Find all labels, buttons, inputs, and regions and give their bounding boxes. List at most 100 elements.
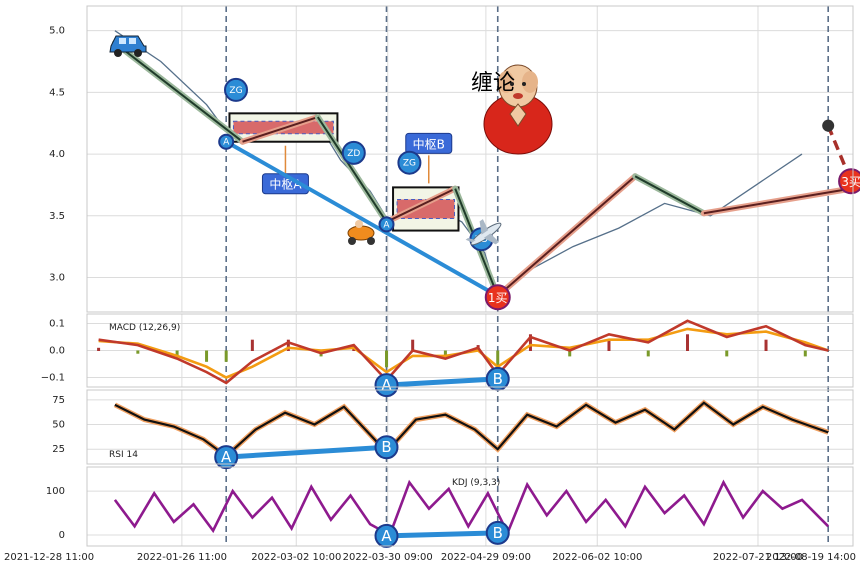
rsi-legend: RSI 14 [109,450,138,460]
x-tick-label: 2022-06-02 10:00 [552,552,642,563]
stroke-segment [316,116,388,223]
point-marker [341,140,366,165]
macd-histogram-bar [764,339,768,351]
stroke-segment [386,187,456,223]
kdj-legend: KDJ (9,3,3) [452,478,500,488]
y-tick-label: 0.0 [49,346,65,357]
divergence-line [386,530,498,539]
divergence-label: A [381,376,392,394]
macd-histogram-bar [496,350,500,368]
macd-histogram-bar [224,350,228,362]
axis-layer: 5.0 4.5 4.0 3.5 3.0 0.1 0.0 −0.1 75 50 25 100 0 2021-… [4,26,856,563]
divergence-label: B [493,370,503,388]
car-icon [109,35,147,57]
panel-frame-price [86,5,854,313]
macd-histogram-bar [826,350,830,351]
macd-legend: MACD (12,26,9) [109,323,180,333]
stroke-segment [242,116,319,143]
x-tick-label: 2022-07-21 13:00 [713,552,803,563]
divergence-label: B [493,524,503,542]
stroke-segment [703,187,852,215]
y-tick-label: 0 [59,530,65,541]
center-label-badge [405,132,453,154]
divergence-label: A [381,527,392,545]
y-tick-label: 100 [46,486,65,497]
divergence-line [386,376,498,388]
macd-histogram-bar [136,350,140,354]
panel-frame-macd [86,313,854,388]
point-label: A [223,138,230,148]
macd-histogram-bar [528,334,532,351]
frame-layer [86,5,854,547]
y-tick-label: 75 [52,395,65,406]
point-label: A [383,220,390,230]
y-tick-label: 3.5 [49,211,65,222]
divergence-marker [485,520,510,545]
stroke-segment [114,42,244,143]
macd-histogram-bar [385,350,389,368]
point-label: 1买 [488,291,508,305]
x-tick-label: 2022-04-29 09:00 [441,552,531,563]
point-marker [484,284,511,311]
y-tick-label: 3.0 [49,272,65,283]
point-marker [838,168,860,195]
stroke-segment [634,175,705,215]
x-tick-label: 2021-12-28 11:00 [4,552,94,563]
divergence-marker [374,435,399,460]
x-tick-label: 2022-03-02 10:00 [251,552,341,563]
center-band [396,198,455,219]
y-tick-label: 50 [52,420,65,431]
chart-title: 缠论 [471,71,515,96]
macd-histogram-bar [97,347,101,351]
y-tick-label: 4.5 [49,87,65,98]
macd-dif-line [98,319,829,385]
macd-histogram-bar [205,350,209,362]
point-label: ZG [229,86,242,96]
kdj-line [113,479,830,537]
point-marker [397,150,422,175]
divergence-label: B [381,438,391,456]
x-tick-label: 2022-03-30 09:00 [343,552,433,563]
macd-histogram-bar [250,339,254,351]
divergence-marker [374,373,399,398]
stroke-segment [497,175,636,297]
point-label: ZG [403,159,416,169]
forecast-start-point [822,119,835,132]
y-tick-label: 5.0 [49,26,65,37]
point-marker [218,133,235,150]
y-tick-label: −0.1 [41,373,65,384]
segment-line [225,139,499,298]
point-marker [378,216,395,233]
panel-frame-rsi [86,389,854,465]
macd-histogram-bar [443,350,447,357]
y-tick-label: 25 [52,444,65,455]
monk-mascot-icon [483,64,553,155]
macd-dea-line [98,327,829,379]
center-label: 中枢B [413,136,445,151]
scooter-icon [347,220,375,245]
macd-histogram-bar [803,350,807,357]
point-label: ZD [347,149,360,159]
macd-histogram-bar [286,339,290,351]
point-marker [224,77,249,102]
content-layer: 中枢A中枢BAZGZDAZGZD1买3买MACD (12,26,9)RSI 14… [97,6,860,548]
x-tick-label: 2022-01-26 11:00 [137,552,227,563]
y-tick-label: 4.0 [49,149,65,160]
divergence-marker [214,445,239,470]
macd-histogram-bar [175,350,179,357]
panel-frame-kdj [86,466,854,547]
airplane-icon [465,219,502,246]
point-label: 3买 [841,175,860,189]
x-tick-label: 2022-08-19 14:00 [766,552,856,563]
y-tick-label: 0.1 [49,318,65,329]
divergence-label: A [221,448,232,466]
macd-histogram-bar [607,339,611,351]
macd-histogram-bar [568,350,572,357]
macd-histogram-bar [411,339,415,351]
divergence-line [226,444,387,460]
divergence-marker [374,523,399,548]
macd-histogram-bar [646,350,650,357]
macd-histogram-bar [686,334,690,351]
